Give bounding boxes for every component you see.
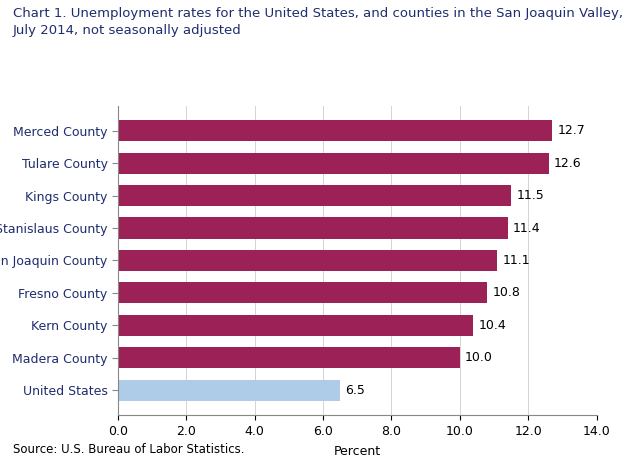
X-axis label: Percent: Percent [334,444,381,458]
Bar [118,153,549,174]
Bar [118,283,487,303]
Text: 11.5: 11.5 [516,189,544,202]
Bar [118,250,498,271]
Text: 10.4: 10.4 [478,319,507,332]
Bar [118,218,508,238]
Bar [118,315,473,336]
Text: Source: U.S. Bureau of Labor Statistics.: Source: U.S. Bureau of Labor Statistics. [13,443,244,456]
Bar [118,347,460,368]
Text: 10.0: 10.0 [465,351,493,364]
Text: 6.5: 6.5 [345,384,365,397]
Text: 12.6: 12.6 [554,157,581,170]
Text: 11.4: 11.4 [513,221,540,235]
Bar [118,380,340,401]
Text: Chart 1. Unemployment rates for the United States, and counties in the San Joaqu: Chart 1. Unemployment rates for the Unit… [13,7,623,37]
Text: 10.8: 10.8 [493,286,520,300]
Bar [118,185,511,206]
Bar [118,120,552,141]
Text: 12.7: 12.7 [557,124,585,137]
Text: 11.1: 11.1 [503,254,530,267]
